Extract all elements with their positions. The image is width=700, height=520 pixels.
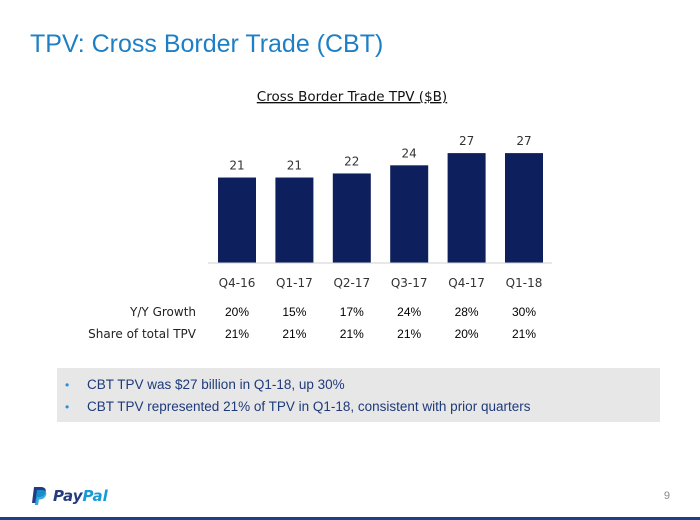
share-value: 21% (282, 327, 307, 341)
growth-row-label: Y/Y Growth (130, 305, 196, 319)
slide-title: TPV: Cross Border Trade (CBT) (30, 30, 384, 58)
paypal-wordmark: PayPal (53, 487, 108, 505)
bullet-text: CBT TPV was $27 billion in Q1-18, up 30% (87, 377, 345, 392)
share-value: 21% (397, 327, 422, 341)
x-tick-label: Q4-16 (219, 276, 256, 290)
paypal-p-icon (32, 487, 47, 505)
data-label: 21 (287, 159, 302, 173)
bar-Q1-17 (275, 177, 314, 263)
bar-Q4-17 (447, 153, 486, 263)
growth-value: 28% (454, 305, 479, 319)
x-tick-label: Q1-17 (276, 276, 313, 290)
data-label: 21 (229, 159, 244, 173)
key-points-box: • CBT TPV was $27 billion in Q1-18, up 30… (57, 368, 660, 422)
growth-value: 17% (339, 305, 364, 319)
growth-value: 24% (397, 305, 422, 319)
share-value: 21% (224, 327, 250, 341)
bottom-divider (0, 517, 700, 520)
data-label: 24 (402, 146, 417, 160)
x-tick-label: Q3-17 (391, 276, 428, 290)
bar-Q3-17 (390, 165, 429, 263)
share-value: 20% (454, 327, 479, 341)
bullet-text: CBT TPV represented 21% of TPV in Q1-18,… (87, 399, 531, 414)
x-tick-label: Q1-18 (506, 276, 543, 290)
bar-Q4-16 (218, 177, 256, 263)
data-label: 27 (516, 134, 531, 148)
bullet-item: • CBT TPV represented 21% of TPV in Q1-18… (65, 399, 530, 414)
x-tick-label: Q4-17 (448, 276, 485, 290)
share-value: 21% (339, 327, 364, 341)
bar-chart: Cross Border Trade TPV ($B) 21 21 22 24 27 27… (208, 89, 552, 290)
chart-title: Cross Border Trade TPV ($B) (257, 89, 447, 105)
growth-value: 30% (511, 305, 537, 319)
bar-Q1-18 (505, 153, 543, 263)
page-number: 9 (663, 490, 670, 502)
paypal-logo: PayPal (30, 486, 108, 506)
bullet-dot-icon: • (65, 400, 70, 414)
bullet-item: • CBT TPV was $27 billion in Q1-18, up 30… (65, 377, 345, 392)
share-value: 21% (511, 327, 537, 341)
data-label: 22 (344, 154, 359, 168)
share-row-label: Share of total TPV (88, 327, 196, 341)
growth-value: 20% (224, 305, 250, 319)
data-label: 27 (459, 134, 474, 148)
bar-Q2-17 (332, 173, 371, 263)
bullet-dot-icon: • (65, 378, 70, 392)
growth-value: 15% (282, 305, 307, 319)
x-tick-label: Q2-17 (333, 276, 370, 290)
